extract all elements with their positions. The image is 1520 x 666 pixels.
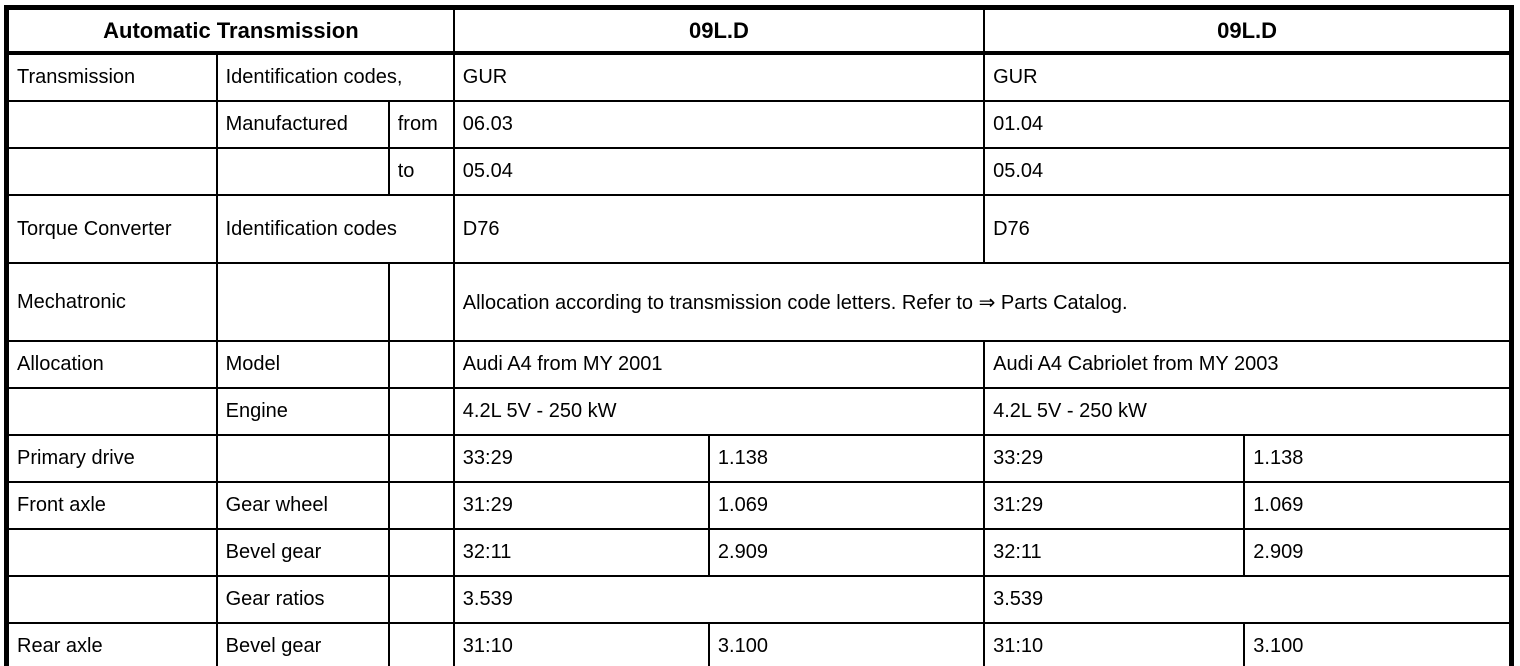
empty-cell [5,387,218,436]
manufactured-label: Manufactured [215,100,390,149]
rear-bevel-value-v1: 3.100 [707,622,986,666]
row-allocation-model: Allocation Model Audi A4 from MY 2001 Au… [5,340,1513,389]
empty-cell [5,100,218,149]
rear-bevel-gear-label: Bevel gear [215,622,390,666]
empty-cell [215,434,390,483]
gear-ratios-label: Gear ratios [215,575,390,624]
torque-id-codes-label: Identification codes [215,194,455,264]
front-bevel-ratio-v1: 32:11 [452,528,710,577]
empty-cell [387,528,455,577]
primary-drive-value-v2: 1.138 [1243,434,1513,483]
primary-drive-ratio-v1: 33:29 [452,434,710,483]
gear-wheel-value-v2: 1.069 [1243,481,1513,530]
torque-code-v1: D76 [452,194,986,264]
front-axle-label: Front axle [5,481,218,530]
table-header-row: Automatic Transmission 09L.D 09L.D [5,6,1513,55]
empty-cell [5,147,218,196]
gear-wheel-ratio-v2: 31:29 [983,481,1246,530]
transmission-label: Transmission [5,52,218,102]
row-rear-axle-bevel-gear: Rear axle Bevel gear 31:10 3.100 31:10 3… [5,622,1513,666]
front-gear-ratio-v1: 3.539 [452,575,986,624]
row-transmission-id-codes: Transmission Identification codes, GUR G… [5,52,1513,102]
front-bevel-value-v1: 2.909 [707,528,986,577]
allocation-label: Allocation [5,340,218,389]
empty-cell [215,262,390,342]
manufactured-from-v1: 06.03 [452,100,986,149]
row-torque-converter: Torque Converter Identification codes D7… [5,194,1513,264]
torque-converter-label: Torque Converter [5,194,218,264]
model-v1: Audi A4 from MY 2001 [452,340,986,389]
empty-cell [5,528,218,577]
transmission-code-v2: GUR [983,52,1513,102]
row-mechatronic: Mechatronic Allocation according to tran… [5,262,1513,342]
variant-2-code-header: 09L.D [983,6,1513,55]
manufactured-from-v2: 01.04 [983,100,1513,149]
empty-cell [387,340,455,389]
front-bevel-ratio-v2: 32:11 [983,528,1246,577]
identification-codes-label: Identification codes, [215,52,455,102]
torque-code-v2: D76 [983,194,1513,264]
empty-cell [387,387,455,436]
row-front-axle-gear-ratios: Gear ratios 3.539 3.539 [5,575,1513,624]
rear-bevel-value-v2: 3.100 [1243,622,1513,666]
row-primary-drive: Primary drive 33:29 1.138 33:29 1.138 [5,434,1513,483]
empty-cell [387,575,455,624]
gear-wheel-label: Gear wheel [215,481,390,530]
front-bevel-value-v2: 2.909 [1243,528,1513,577]
primary-drive-ratio-v2: 33:29 [983,434,1246,483]
model-label: Model [215,340,390,389]
primary-drive-value-v1: 1.138 [707,434,986,483]
row-front-axle-bevel-gear: Bevel gear 32:11 2.909 32:11 2.909 [5,528,1513,577]
manufactured-to-v1: 05.04 [452,147,986,196]
row-manufactured-from: Manufactured from 06.03 01.04 [5,100,1513,149]
empty-cell [387,622,455,666]
row-front-axle-gear-wheel: Front axle Gear wheel 31:29 1.069 31:29 … [5,481,1513,530]
empty-cell [215,147,390,196]
front-gear-ratio-v2: 3.539 [983,575,1513,624]
empty-cell [387,262,455,342]
engine-v2: 4.2L 5V - 250 kW [983,387,1513,436]
engine-label: Engine [215,387,390,436]
from-label: from [387,100,455,149]
row-manufactured-to: to 05.04 05.04 [5,147,1513,196]
engine-v1: 4.2L 5V - 250 kW [452,387,986,436]
rear-axle-label: Rear axle [5,622,218,666]
rear-bevel-ratio-v1: 31:10 [452,622,710,666]
transmission-spec-table: Automatic Transmission 09L.D 09L.D Trans… [4,5,1514,666]
mechatronic-label: Mechatronic [5,262,218,342]
table-title: Automatic Transmission [5,6,455,55]
to-label: to [387,147,455,196]
gear-wheel-ratio-v1: 31:29 [452,481,710,530]
manufactured-to-v2: 05.04 [983,147,1513,196]
variant-1-code-header: 09L.D [452,6,986,55]
primary-drive-label: Primary drive [5,434,218,483]
mechatronic-note: Allocation according to transmission cod… [452,262,1513,342]
transmission-code-v1: GUR [452,52,986,102]
model-v2: Audi A4 Cabriolet from MY 2003 [983,340,1513,389]
gear-wheel-value-v1: 1.069 [707,481,986,530]
empty-cell [387,434,455,483]
row-allocation-engine: Engine 4.2L 5V - 250 kW 4.2L 5V - 250 kW [5,387,1513,436]
rear-bevel-ratio-v2: 31:10 [983,622,1246,666]
bevel-gear-label: Bevel gear [215,528,390,577]
empty-cell [5,575,218,624]
empty-cell [387,481,455,530]
